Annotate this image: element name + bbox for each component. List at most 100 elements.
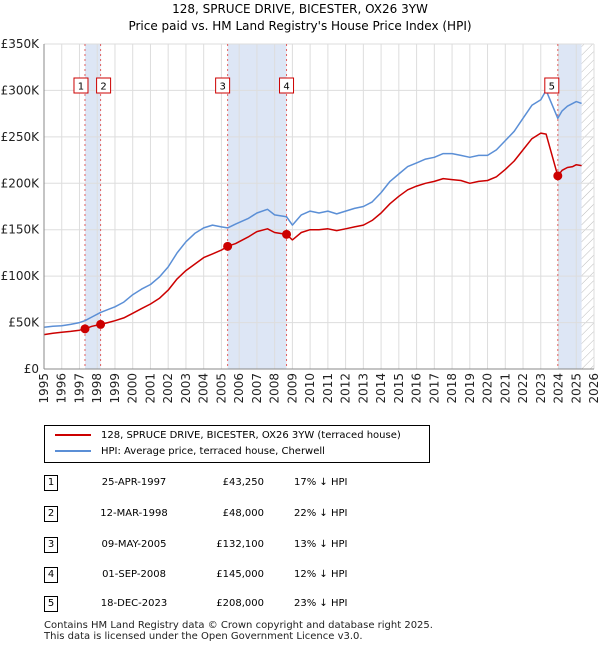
sale-number-badge: 1 <box>44 475 58 491</box>
sale-number-badge: 2 <box>44 506 58 522</box>
sale-point <box>80 324 90 334</box>
sale-marker-label: 2 <box>100 82 106 93</box>
x-tick-label: 2020 <box>481 373 495 404</box>
sale-marker-box <box>96 77 112 94</box>
x-tick-label: 2019 <box>463 373 477 404</box>
sale-point <box>282 229 292 239</box>
x-tick-label: 2016 <box>410 373 424 404</box>
table-row: 1 25-APR-1997 £43,250 17% ↓ HPI <box>44 475 444 491</box>
x-tick-label: 2022 <box>516 373 530 404</box>
x-tick-label: 2023 <box>534 373 548 404</box>
hpi-series-line <box>43 89 582 328</box>
y-tick-label: £0 <box>24 362 39 376</box>
sale-marker-box <box>544 77 560 94</box>
x-tick-label: 2003 <box>179 373 193 404</box>
sale-date: 18-DEC-2023 <box>100 598 168 609</box>
x-tick-label: 2006 <box>232 373 246 404</box>
legend-property-label: 128, SPRUCE DRIVE, BICESTER, OX26 3YW (t… <box>101 430 401 441</box>
y-tick-label: £250K <box>1 130 41 144</box>
sale-marker-label: 1 <box>78 82 84 93</box>
x-tick-label: 1995 <box>37 373 51 404</box>
table-row: 5 18-DEC-2023 £208,000 23% ↓ HPI <box>44 596 444 612</box>
sale-hpi-diff: 12% ↓ HPI <box>294 569 348 580</box>
x-tick-label: 2001 <box>143 373 157 404</box>
legend: 128, SPRUCE DRIVE, BICESTER, OX26 3YW (t… <box>44 425 430 463</box>
property-series-line <box>43 132 582 336</box>
price-chart: 1 2 3 4 5 £0 £50K £100K £150K £200K £250K £300K £35… <box>1 37 600 404</box>
sale-marker-label: 3 <box>219 82 225 93</box>
shaded-period <box>84 44 101 369</box>
x-tick-label: 2004 <box>197 373 211 404</box>
x-tick-label: 2012 <box>339 373 353 404</box>
x-tick-label: 2015 <box>392 373 406 404</box>
table-row: 4 01-SEP-2008 £145,000 12% ↓ HPI <box>44 567 444 583</box>
plot-area <box>44 44 594 369</box>
sale-number-badge: 5 <box>44 596 58 612</box>
forecast-hatch <box>581 44 594 369</box>
sale-price: £145,000 <box>216 569 264 580</box>
x-tick-label: 1997 <box>72 373 86 404</box>
chart-title-line1: 128, SPRUCE DRIVE, BICESTER, OX26 3YW <box>172 2 428 16</box>
footer-copyright: Contains HM Land Registry data © Crown c… <box>44 620 433 631</box>
sale-price: £48,000 <box>222 508 264 519</box>
y-tick-label: £150K <box>1 223 41 237</box>
table-row: 2 12-MAR-1998 £48,000 22% ↓ HPI <box>44 506 444 522</box>
sale-number-badge: 3 <box>44 537 58 553</box>
sale-price: £43,250 <box>222 477 264 488</box>
sale-marker-label: 4 <box>283 82 289 93</box>
sale-price: £132,100 <box>216 539 264 550</box>
table-row: 3 09-MAY-2005 £132,100 13% ↓ HPI <box>44 537 444 553</box>
legend-property-swatch <box>55 434 91 436</box>
sale-date: 09-MAY-2005 <box>101 539 167 550</box>
x-tick-label: 2002 <box>161 373 175 404</box>
x-tick-label: 2009 <box>285 373 299 404</box>
chart-title-line2: Price paid vs. HM Land Registry's House … <box>128 19 472 33</box>
legend-item-property: 128, SPRUCE DRIVE, BICESTER, OX26 3YW (t… <box>55 428 401 444</box>
sale-date: 12-MAR-1998 <box>100 508 168 519</box>
sale-marker-box <box>73 77 89 94</box>
x-tick-label: 2014 <box>374 373 388 404</box>
footer-licence: This data is licensed under the Open Gov… <box>44 631 363 642</box>
sale-point <box>223 241 233 251</box>
sale-marker-box <box>215 77 231 94</box>
y-tick-label: £300K <box>1 83 41 97</box>
sale-price: £208,000 <box>216 598 264 609</box>
sale-point <box>96 319 106 329</box>
x-tick-label: 2026 <box>587 373 600 404</box>
footer: Contains HM Land Registry data © Crown c… <box>44 620 433 642</box>
sale-point <box>553 171 563 181</box>
y-tick-label: £350K <box>1 37 41 51</box>
x-tick-label: 2008 <box>268 373 282 404</box>
shaded-period <box>557 44 582 369</box>
y-tick-label: £100K <box>1 269 41 283</box>
legend-hpi-label: HPI: Average price, terraced house, Cher… <box>101 446 325 457</box>
x-tick-label: 2007 <box>250 373 264 404</box>
sale-hpi-diff: 17% ↓ HPI <box>294 477 348 488</box>
x-tick-label: 2017 <box>427 373 441 404</box>
x-tick-label: 2025 <box>569 373 583 404</box>
sale-marker-box <box>279 77 295 94</box>
x-tick-label: 2010 <box>303 373 317 404</box>
sale-hpi-diff: 23% ↓ HPI <box>294 598 348 609</box>
x-tick-label: 2018 <box>445 373 459 404</box>
x-tick-label: 1998 <box>90 373 104 404</box>
x-tick-label: 1999 <box>108 373 122 404</box>
x-tick-label: 2021 <box>498 373 512 404</box>
y-tick-label: £200K <box>1 176 41 190</box>
legend-hpi-swatch <box>55 450 91 452</box>
x-tick-label: 1996 <box>55 373 69 404</box>
sale-number-badge: 4 <box>44 567 58 583</box>
sale-date: 01-SEP-2008 <box>102 569 166 580</box>
sale-hpi-diff: 22% ↓ HPI <box>294 508 348 519</box>
x-tick-label: 2000 <box>126 373 140 404</box>
sale-hpi-diff: 13% ↓ HPI <box>294 539 348 550</box>
x-tick-label: 2013 <box>356 373 370 404</box>
chart-title: 128, SPRUCE DRIVE, BICESTER, OX26 3YW Pr… <box>0 0 600 35</box>
x-tick-label: 2024 <box>552 373 566 404</box>
y-tick-label: £50K <box>8 316 40 330</box>
x-tick-label: 2011 <box>321 373 335 404</box>
sale-marker-label: 5 <box>549 82 555 93</box>
x-tick-label: 2005 <box>214 373 228 404</box>
legend-item-hpi: HPI: Average price, terraced house, Cher… <box>55 444 325 460</box>
sale-date: 25-APR-1997 <box>101 477 167 488</box>
